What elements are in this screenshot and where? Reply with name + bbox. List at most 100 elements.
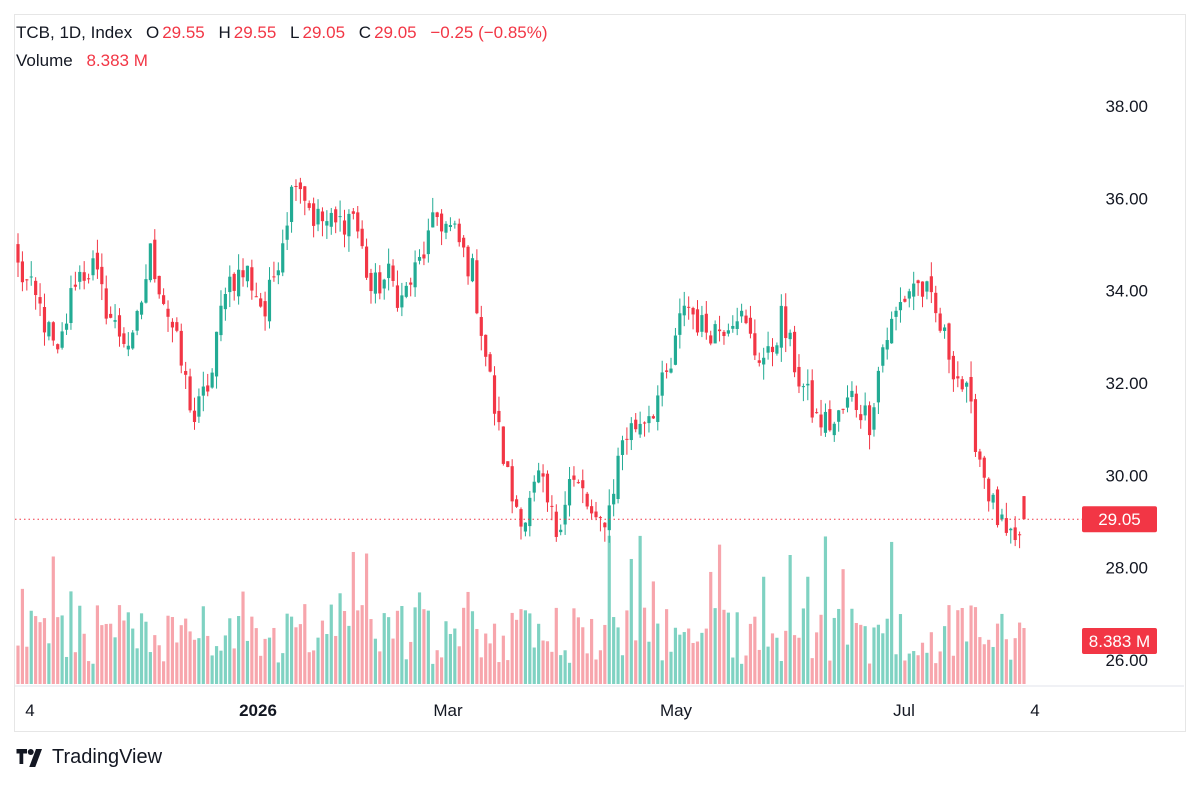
candle-body[interactable]	[960, 379, 964, 390]
candle-body[interactable]	[395, 285, 400, 308]
candle-body[interactable]	[713, 324, 717, 344]
candle-body[interactable]	[404, 285, 408, 297]
candle-body[interactable]	[559, 529, 563, 533]
candle-body[interactable]	[245, 265, 250, 282]
candle-body[interactable]	[91, 258, 95, 276]
candle-body[interactable]	[704, 313, 708, 333]
candle-body[interactable]	[890, 318, 894, 344]
candle-body[interactable]	[867, 405, 872, 436]
candle-body[interactable]	[223, 294, 227, 310]
candle-body[interactable]	[770, 346, 775, 353]
candle-body[interactable]	[188, 376, 192, 411]
candle-body[interactable]	[572, 475, 576, 480]
candle-body[interactable]	[753, 333, 757, 356]
candle-body[interactable]	[113, 320, 117, 322]
candle-body[interactable]	[942, 327, 947, 331]
candle-body[interactable]	[34, 280, 38, 296]
candle-body[interactable]	[700, 315, 704, 332]
candle-body[interactable]	[162, 295, 166, 304]
candle-body[interactable]	[104, 288, 108, 319]
candle-body[interactable]	[656, 395, 660, 422]
candle-body[interactable]	[651, 416, 655, 419]
candle-body[interactable]	[916, 280, 920, 284]
candle-body[interactable]	[872, 407, 876, 430]
candle-body[interactable]	[109, 313, 113, 318]
candle-body[interactable]	[95, 252, 100, 270]
candle-body[interactable]	[616, 455, 620, 499]
candle-body[interactable]	[876, 370, 880, 403]
candle-body[interactable]	[316, 208, 320, 225]
candle-body[interactable]	[439, 213, 444, 232]
candle-body[interactable]	[122, 333, 126, 344]
candle-body[interactable]	[792, 331, 797, 373]
candle-body[interactable]	[881, 347, 885, 366]
candle-body[interactable]	[338, 216, 342, 218]
candle-body[interactable]	[294, 185, 298, 187]
candle-body[interactable]	[669, 368, 673, 373]
candle-body[interactable]	[722, 331, 726, 337]
candle-body[interactable]	[342, 220, 347, 235]
candle-body[interactable]	[898, 302, 903, 311]
candle-body[interactable]	[56, 344, 60, 350]
candle-body[interactable]	[219, 305, 223, 336]
candle-body[interactable]	[69, 288, 73, 324]
candle-body[interactable]	[951, 355, 955, 380]
candle-body[interactable]	[281, 243, 285, 273]
candle-body[interactable]	[678, 313, 682, 335]
candle-body[interactable]	[638, 423, 642, 435]
candle-body[interactable]	[603, 522, 607, 528]
candle-body[interactable]	[250, 267, 254, 291]
candle-body[interactable]	[426, 230, 430, 255]
candle-body[interactable]	[497, 410, 501, 423]
candle-body[interactable]	[859, 414, 863, 421]
candle-body[interactable]	[567, 479, 572, 506]
candle-body[interactable]	[850, 390, 854, 398]
candle-body[interactable]	[131, 332, 135, 349]
candle-body[interactable]	[903, 298, 907, 302]
candle-body[interactable]	[373, 272, 377, 294]
candle-body[interactable]	[492, 375, 497, 414]
candle-body[interactable]	[665, 370, 669, 372]
candle-body[interactable]	[695, 309, 700, 333]
candle-body[interactable]	[647, 416, 651, 424]
candle-body[interactable]	[519, 509, 523, 527]
candle-body[interactable]	[837, 410, 841, 422]
candle-body[interactable]	[254, 296, 258, 298]
candle-body[interactable]	[47, 322, 51, 337]
candle-body[interactable]	[642, 422, 647, 424]
candle-body[interactable]	[307, 203, 311, 208]
candle-body[interactable]	[590, 506, 594, 514]
candle-body[interactable]	[894, 310, 898, 317]
candle-body[interactable]	[73, 284, 77, 287]
candle-body[interactable]	[660, 372, 664, 396]
brand[interactable]: TradingView	[16, 746, 162, 769]
candle-body[interactable]	[885, 340, 889, 350]
candle-body[interactable]	[766, 346, 770, 353]
candle-body[interactable]	[320, 211, 325, 222]
candle-body[interactable]	[364, 246, 369, 278]
candle-body[interactable]	[139, 302, 144, 315]
candle-body[interactable]	[175, 322, 179, 331]
candle-body[interactable]	[757, 360, 761, 363]
candle-body[interactable]	[453, 223, 457, 225]
candle-body[interactable]	[528, 497, 532, 527]
candle-body[interactable]	[1004, 518, 1008, 533]
candle-body[interactable]	[400, 295, 404, 308]
candle-body[interactable]	[907, 291, 911, 299]
candle-body[interactable]	[232, 273, 236, 291]
candle-body[interactable]	[607, 505, 611, 531]
candle-body[interactable]	[259, 298, 263, 307]
candle-body[interactable]	[585, 493, 589, 507]
candle-body[interactable]	[144, 279, 148, 303]
candle-body[interactable]	[956, 376, 960, 379]
candle-body[interactable]	[1013, 527, 1017, 541]
candle-body[interactable]	[554, 511, 558, 537]
candle-body[interactable]	[347, 213, 351, 237]
candle-body[interactable]	[581, 480, 585, 489]
candle-body[interactable]	[87, 278, 91, 280]
candle-body[interactable]	[117, 315, 122, 337]
candle-body[interactable]	[965, 382, 969, 387]
candle-body[interactable]	[382, 279, 386, 289]
candle-body[interactable]	[925, 281, 929, 292]
candle-body[interactable]	[775, 345, 779, 354]
